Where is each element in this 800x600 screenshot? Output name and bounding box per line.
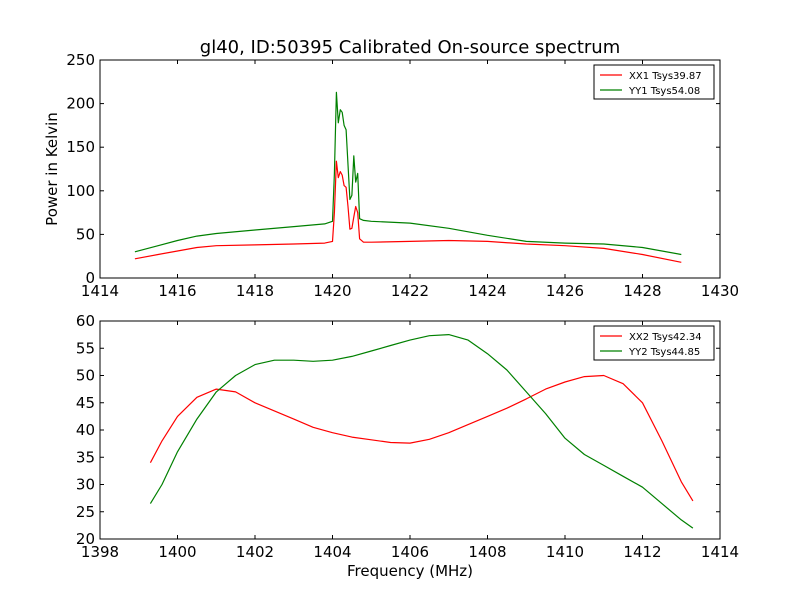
x-tick-label: 1424 <box>468 282 506 300</box>
legend-label: YY2 Tsys44.85 <box>628 347 700 358</box>
y-tick-label: 100 <box>66 182 95 200</box>
series-line-2-2 <box>149 334 694 529</box>
y-tick-label: 45 <box>76 394 95 412</box>
legend-label: YY1 Tsys54.08 <box>628 86 700 97</box>
x-tick-label: 1428 <box>623 282 661 300</box>
figure-title: gl40, ID:50395 Calibrated On-source spec… <box>200 37 620 58</box>
y-tick-label: 200 <box>66 95 95 113</box>
y-axis-label: Power in Kelvin <box>43 112 61 226</box>
legend-box <box>593 325 715 361</box>
x-tick-label: 1408 <box>468 543 506 561</box>
chart-panel-1: 1414 1416 1418 1420 1422 1424 1426 1428 1430 0 50 1… <box>43 51 739 300</box>
x-tick-label: 1402 <box>236 543 274 561</box>
y-tick-label: 50 <box>76 225 95 243</box>
y-tick-label: 20 <box>76 530 95 548</box>
legend-1: XX1 Tsys39.87 YY1 Tsys54.08 <box>593 64 715 100</box>
x-tick-label: 1404 <box>313 543 351 561</box>
x-tick-label: 1418 <box>236 282 274 300</box>
series-line-1-2 <box>134 91 682 256</box>
legend-label: XX2 Tsys42.34 <box>629 332 702 343</box>
y-tick-label: 25 <box>76 503 95 521</box>
y-tick-label: 35 <box>76 448 95 466</box>
x-axis-label: Frequency (MHz) <box>347 562 473 580</box>
y-tick-label: 40 <box>76 421 95 439</box>
legend-box <box>593 64 715 100</box>
y-tick-label: 150 <box>66 138 95 156</box>
y-tick-label: 50 <box>76 367 95 385</box>
series-line-1-1 <box>134 160 682 263</box>
x-tick-label: 1426 <box>546 282 584 300</box>
x-tick-label: 1422 <box>391 282 429 300</box>
x-tick-label: 1414 <box>701 543 739 561</box>
y-tick-label: 60 <box>76 312 95 330</box>
x-tick-label: 1398 <box>81 543 119 561</box>
x-tick-label: 1410 <box>546 543 584 561</box>
x-tick-label: 1406 <box>391 543 429 561</box>
series-line-2-1 <box>149 374 694 502</box>
x-tick-label: 1420 <box>313 282 351 300</box>
y-tick-label: 0 <box>85 269 95 287</box>
legend-label: XX1 Tsys39.87 <box>629 71 702 82</box>
panels: 1414 1416 1418 1420 1422 1424 1426 1428 14300501… <box>43 51 739 580</box>
x-tick-label: 1430 <box>701 282 739 300</box>
legend-2: XX2 Tsys42.34 YY2 Tsys44.85 <box>593 325 715 361</box>
y-tick-label: 55 <box>76 339 95 357</box>
x-tick-label: 1400 <box>158 543 196 561</box>
y-tick-label: 30 <box>76 476 95 494</box>
x-tick-label: 1416 <box>158 282 196 300</box>
x-tick-label: 1414 <box>81 282 119 300</box>
y-tick-label: 250 <box>66 51 95 69</box>
x-tick-label: 1412 <box>623 543 661 561</box>
chart-panel-2: 1398 1400 1402 1404 1406 1408 1410 1412 1414 20 25… <box>76 312 739 580</box>
